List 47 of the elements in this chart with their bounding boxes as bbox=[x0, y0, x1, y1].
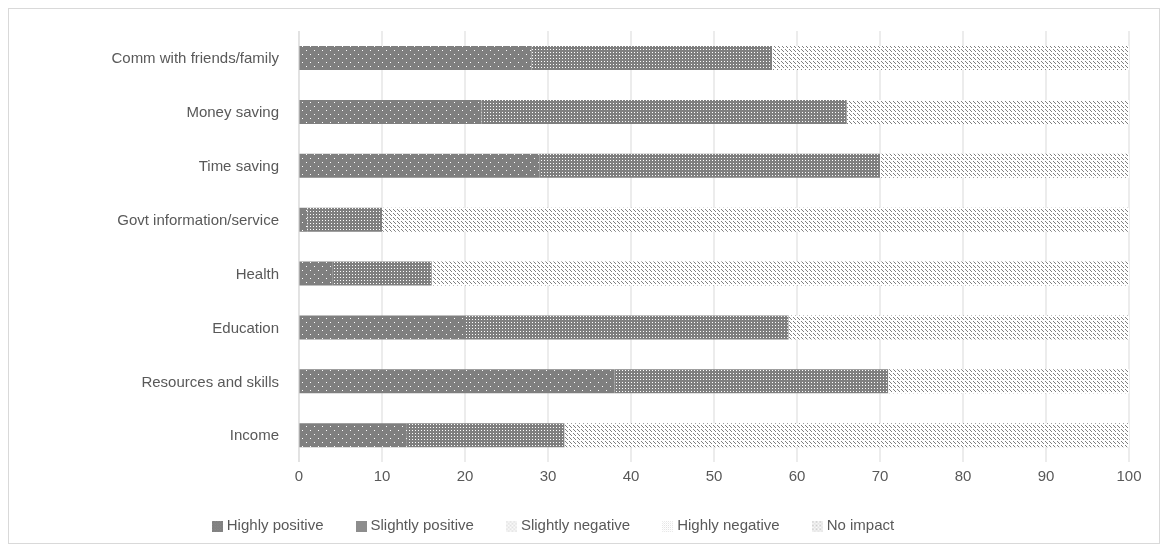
legend-label: Highly positive bbox=[226, 516, 324, 533]
bar bbox=[846, 99, 1129, 124]
x-tick-label: 0 bbox=[294, 466, 304, 484]
bar bbox=[431, 261, 1129, 286]
bar bbox=[332, 261, 432, 286]
x-tick-label: 60 bbox=[788, 466, 806, 484]
x-tick-label: 40 bbox=[622, 466, 640, 484]
x-tick-label: 50 bbox=[705, 466, 723, 484]
y-tick-label: Income bbox=[229, 426, 279, 444]
x-tick-label: 100 bbox=[1116, 466, 1142, 484]
x-tick-label: 70 bbox=[871, 466, 889, 484]
legend-label: Highly negative bbox=[677, 516, 780, 533]
bar bbox=[382, 207, 1129, 232]
bar bbox=[307, 207, 382, 232]
y-tick-label: Govt information/service bbox=[117, 210, 279, 228]
bar bbox=[465, 315, 789, 340]
y-tick-label: Health bbox=[235, 264, 279, 282]
x-tick-label: 90 bbox=[1037, 466, 1055, 484]
bar bbox=[772, 46, 1129, 71]
y-tick-label: Education bbox=[212, 318, 279, 336]
x-tick-label: 80 bbox=[954, 466, 972, 484]
bar bbox=[531, 46, 773, 71]
bar bbox=[299, 369, 615, 394]
y-tick-label: Money saving bbox=[186, 103, 279, 121]
bar bbox=[539, 153, 880, 178]
bar bbox=[299, 315, 465, 340]
bar bbox=[880, 153, 1129, 178]
x-tick-label: 10 bbox=[373, 466, 391, 484]
bar bbox=[299, 261, 333, 286]
x-tick-label: 20 bbox=[456, 466, 474, 484]
bar bbox=[299, 153, 540, 178]
bar bbox=[481, 99, 847, 124]
bar bbox=[299, 99, 482, 124]
bar bbox=[299, 423, 407, 448]
legend-label: Slightly negative bbox=[520, 516, 631, 533]
y-tick-label: Resources and skills bbox=[141, 372, 279, 390]
y-tick-label: Time saving bbox=[198, 157, 279, 175]
x-tick-label: 30 bbox=[539, 466, 557, 484]
bar bbox=[788, 315, 1129, 340]
legend-label: No impact bbox=[826, 516, 895, 533]
y-tick-label: Comm with friends/family bbox=[111, 49, 280, 67]
bar bbox=[299, 46, 532, 71]
legend-label: Slightly positive bbox=[370, 516, 474, 533]
bar bbox=[888, 369, 1129, 394]
bar bbox=[564, 423, 1129, 448]
bar bbox=[614, 369, 889, 394]
bar bbox=[406, 423, 565, 448]
